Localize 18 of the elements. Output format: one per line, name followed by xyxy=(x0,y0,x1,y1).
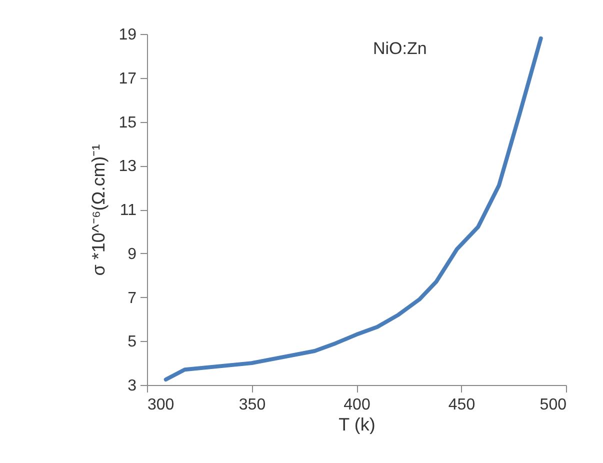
y-tick-label: 3 xyxy=(128,378,137,394)
x-tick-label: 450 xyxy=(448,396,476,414)
annotation: NiO:Zn xyxy=(373,39,427,58)
y-tick-label: 11 xyxy=(120,202,137,219)
y-tick-label: 19 xyxy=(118,26,137,44)
x-tick-label: 500 xyxy=(540,396,567,414)
y-tick-label: 5 xyxy=(128,334,137,351)
x-tick-label: 400 xyxy=(344,396,370,414)
x-axis-title: T (k) xyxy=(338,414,376,434)
y-tick-label: 13 xyxy=(118,158,137,176)
y-tick-label: 9 xyxy=(128,246,137,263)
x-tick-label: 350 xyxy=(238,396,266,414)
x-tick-label: 300 xyxy=(148,396,174,414)
y-tick-label: 15 xyxy=(118,114,137,132)
y-tick-label: 7 xyxy=(128,290,137,307)
y-axis-title: σ *10^⁻⁶(Ω.cm)⁻¹ xyxy=(88,144,109,276)
line-series xyxy=(164,36,543,382)
y-tick-label: 17 xyxy=(118,70,137,88)
